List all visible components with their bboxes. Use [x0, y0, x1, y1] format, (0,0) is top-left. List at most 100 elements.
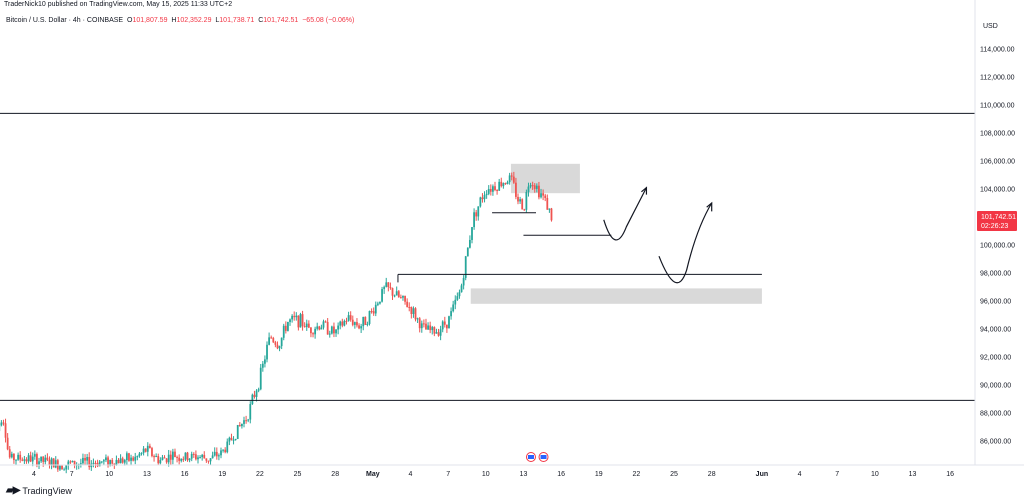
publish-info: TraderNick10 published on TradingView.co…: [4, 1, 233, 8]
candle-body: [492, 186, 494, 192]
candle-body: [146, 445, 149, 452]
candle-body: [171, 451, 174, 460]
tradingview-brand[interactable]: ▰▶ TradingView: [6, 485, 72, 496]
candle-body: [211, 455, 214, 459]
candle-body: [303, 326, 306, 328]
candle-body: [284, 325, 287, 331]
time-tick-label: 10: [871, 471, 879, 478]
candle-body: [236, 425, 239, 439]
candle-body: [222, 449, 224, 451]
candle-body: [48, 459, 51, 466]
candle-body: [107, 457, 109, 466]
candle-body: [494, 186, 496, 191]
candle-body: [67, 461, 70, 466]
candle-body: [113, 463, 116, 466]
candle-body: [337, 325, 340, 330]
time-tick-label: 7: [835, 471, 839, 478]
candle-body: [381, 289, 383, 302]
candle-body: [473, 212, 475, 228]
candle-body: [266, 344, 268, 360]
candle-body: [328, 333, 331, 335]
candle-body: [307, 323, 310, 328]
candle-body: [167, 454, 170, 463]
candle-body: [50, 458, 53, 466]
candle-body: [464, 256, 467, 278]
countdown-value: 02:26:23: [981, 223, 1008, 230]
candle-body: [10, 453, 13, 458]
time-tick-label: 25: [670, 471, 678, 478]
candle-body: [102, 460, 105, 462]
candle-body: [73, 460, 76, 466]
candle-body: [458, 292, 461, 297]
candle-body: [268, 337, 271, 345]
candle-body: [508, 175, 511, 183]
last-price-value: 101,742.51: [981, 214, 1016, 221]
candle-body: [402, 295, 404, 298]
candle-body: [144, 448, 147, 452]
candle-body: [502, 183, 505, 187]
candle-body: [333, 326, 335, 334]
time-tick-label: 4: [32, 471, 36, 478]
supply-zone: [510, 163, 580, 194]
candle-body: [353, 322, 356, 325]
candle-body: [117, 459, 120, 464]
candle-body: [326, 322, 329, 335]
candle-body: [105, 457, 107, 461]
candle-body: [199, 457, 201, 459]
candle-body: [399, 297, 402, 299]
candle-body: [176, 457, 178, 459]
price-tick-label: 104,000.00: [980, 187, 1015, 194]
candle-body: [360, 326, 363, 329]
time-tick-label: 4: [798, 471, 802, 478]
candle-body: [391, 288, 394, 296]
candle-body: [134, 456, 137, 461]
candle-body: [324, 321, 327, 323]
time-tick-label: 19: [218, 471, 226, 478]
candle-body: [169, 454, 172, 460]
time-tick-label: 13: [909, 471, 917, 478]
candle-body: [190, 453, 193, 459]
arrowhead-2: [706, 201, 713, 212]
candle-body: [65, 465, 68, 470]
close-label: C: [258, 17, 264, 24]
candle-body: [13, 453, 15, 461]
candle-body: [471, 227, 473, 240]
candle-body: [521, 199, 524, 210]
candle-body: [487, 188, 490, 194]
candle-body: [31, 456, 34, 462]
candle-body: [54, 460, 57, 468]
candle-body: [159, 460, 162, 464]
candle-body: [506, 182, 509, 185]
candle-body: [226, 441, 229, 453]
time-tick-label: 10: [105, 471, 113, 478]
candle-body: [4, 423, 7, 438]
candle-body: [322, 321, 325, 328]
time-tick-label: 22: [256, 471, 264, 478]
brand-name: TradingView: [22, 485, 72, 496]
candle-body: [138, 453, 141, 457]
time-tick-label: May: [366, 471, 380, 478]
price-tick-label: 114,000.00: [980, 47, 1015, 54]
candle-body: [98, 461, 101, 467]
candle-body: [295, 315, 298, 318]
price-tick-label: 94,000.00: [980, 327, 1011, 334]
candle-body: [21, 459, 24, 461]
time-tick-label: 7: [70, 471, 74, 478]
time-tick-label: 13: [520, 471, 528, 478]
candle-body: [27, 455, 30, 462]
candle-body: [203, 454, 206, 459]
candle-body: [312, 333, 314, 335]
drawing-layer: [0, 112, 975, 401]
candle-body: [479, 197, 482, 207]
candle-body: [387, 282, 390, 288]
candle-body: [282, 325, 285, 338]
candles-layer: [0, 171, 553, 474]
candle-body: [44, 457, 47, 462]
candle-body: [548, 208, 551, 210]
candle-body: [533, 185, 536, 189]
candle-body: [531, 185, 534, 187]
candle-body: [496, 190, 498, 192]
candle-body: [121, 458, 124, 463]
candle-body: [460, 285, 463, 293]
